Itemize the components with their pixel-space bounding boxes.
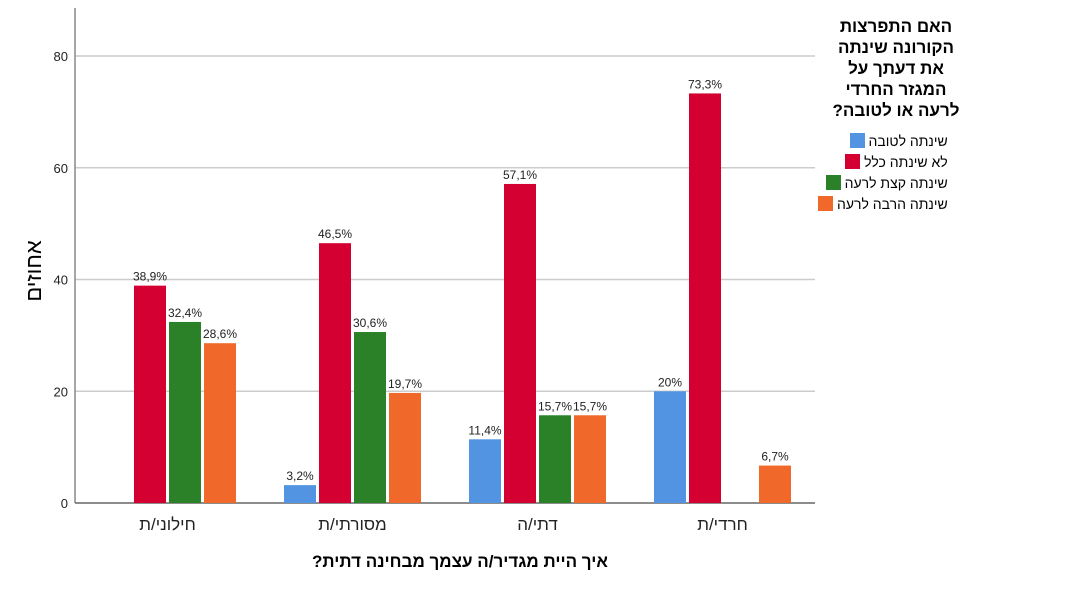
- y-tick-label: 20: [54, 384, 68, 399]
- y-axis-title: אחוזים: [21, 240, 46, 302]
- data-label: 19,7%: [388, 377, 422, 391]
- data-label: 11,4%: [468, 423, 501, 437]
- x-axis-title: איך היית מגדיר/ה עצמך מבחינה דתית?: [312, 552, 608, 571]
- bar: [354, 332, 386, 503]
- x-tick-label: חילוני/ת: [139, 515, 196, 534]
- bar: [284, 485, 316, 503]
- bar: [134, 285, 166, 503]
- legend-title-line: הקורונה שינתה: [837, 38, 955, 57]
- legend-title-line: האם התפרצות: [839, 17, 953, 36]
- legend-label: שינתה לטובה: [868, 132, 948, 149]
- legend-swatch: [849, 133, 865, 148]
- data-label: 38,9%: [133, 270, 167, 284]
- legend: שינתה לטובה לא שינתה כלל שינתה קצת לרעה …: [818, 130, 948, 214]
- bar: [539, 415, 571, 503]
- data-label: 15,7%: [538, 399, 572, 413]
- legend-item: שינתה הרבה לרעה: [818, 193, 948, 214]
- data-label: 46,5%: [318, 227, 352, 241]
- legend-title-line: לרעה או לטובה?: [832, 101, 960, 120]
- x-tick-label: דתי/ה: [517, 515, 558, 534]
- data-label: 30,6%: [353, 316, 387, 330]
- bar: [389, 392, 421, 503]
- bar: [319, 243, 351, 503]
- legend-label: שינתה קצת לרעה: [844, 174, 948, 191]
- legend-title-line: את דעתך על: [848, 59, 944, 78]
- data-label: 3,2%: [286, 469, 314, 483]
- legend-item: שינתה קצת לרעה: [818, 172, 948, 193]
- legend-item: לא שינתה כלל: [818, 151, 948, 172]
- legend-title: האם התפרצות הקורונה שינתה את דעתך על המג…: [812, 16, 980, 121]
- legend-label: שינתה הרבה לרעה: [837, 195, 948, 212]
- y-tick-label: 0: [61, 496, 68, 511]
- bar: [504, 183, 536, 504]
- data-label: 15,7%: [573, 399, 607, 413]
- x-tick-label: חרדי/ת: [697, 515, 748, 534]
- legend-swatch: [825, 175, 841, 190]
- legend-title-line: המגזר החרדי: [845, 80, 947, 99]
- x-tick-label: מסורתי/ת: [318, 515, 386, 534]
- bar: [574, 415, 606, 503]
- y-tick-label: 60: [54, 161, 68, 176]
- legend-swatch: [845, 154, 861, 169]
- legend-label: לא שינתה כלל: [864, 153, 948, 170]
- bar: [654, 391, 686, 503]
- legend-item: שינתה לטובה: [818, 130, 948, 151]
- data-label: 57,1%: [503, 168, 537, 182]
- data-label: 73,3%: [688, 77, 722, 91]
- legend-swatch: [818, 196, 833, 211]
- y-tick-label: 80: [54, 49, 68, 64]
- bar: [689, 93, 721, 503]
- bar: [204, 343, 236, 503]
- bar: [469, 439, 501, 503]
- data-label: 28,6%: [203, 327, 237, 341]
- data-label: 32,4%: [168, 306, 202, 320]
- bar: [759, 465, 791, 503]
- y-tick-label: 40: [54, 273, 68, 288]
- data-label: 6,7%: [761, 450, 789, 464]
- bar: [169, 321, 201, 503]
- data-label: 20%: [658, 375, 682, 389]
